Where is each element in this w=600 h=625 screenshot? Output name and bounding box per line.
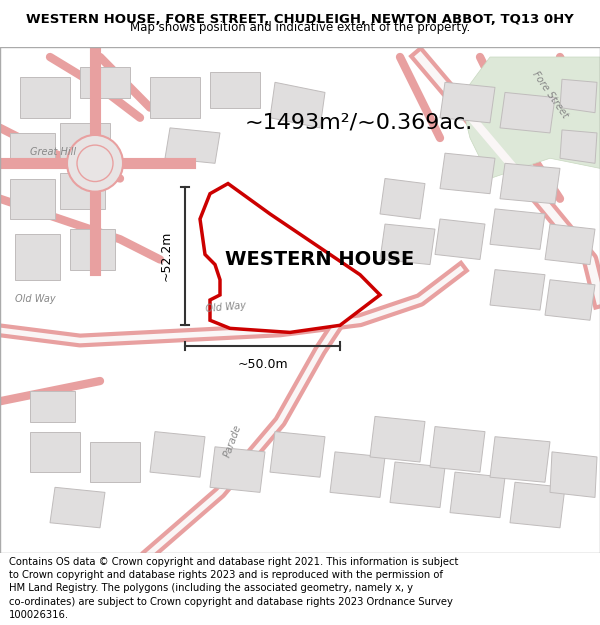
Text: Map shows position and indicative extent of the property.: Map shows position and indicative extent… — [130, 21, 470, 34]
Polygon shape — [165, 128, 220, 163]
Polygon shape — [200, 184, 380, 332]
Polygon shape — [30, 391, 75, 421]
Text: Old Way: Old Way — [15, 294, 56, 304]
Polygon shape — [500, 163, 560, 204]
Text: ~1493m²/~0.369ac.: ~1493m²/~0.369ac. — [245, 112, 473, 132]
Polygon shape — [10, 133, 55, 168]
Polygon shape — [15, 234, 60, 280]
Polygon shape — [510, 482, 565, 528]
Text: WESTERN HOUSE: WESTERN HOUSE — [226, 250, 415, 269]
Text: co-ordinates) are subject to Crown copyright and database rights 2023 Ordnance S: co-ordinates) are subject to Crown copyr… — [9, 597, 453, 607]
Polygon shape — [10, 179, 55, 219]
Text: Great Hill: Great Hill — [30, 148, 76, 158]
Text: Parade: Parade — [222, 424, 243, 459]
Polygon shape — [270, 82, 325, 128]
Polygon shape — [60, 173, 105, 209]
Polygon shape — [430, 426, 485, 472]
Polygon shape — [545, 280, 595, 320]
Text: Fore Street: Fore Street — [530, 69, 569, 120]
Text: ~50.0m: ~50.0m — [237, 357, 288, 371]
Polygon shape — [270, 432, 325, 478]
Polygon shape — [50, 488, 105, 528]
Polygon shape — [390, 462, 445, 508]
Polygon shape — [30, 432, 80, 472]
Text: Contains OS data © Crown copyright and database right 2021. This information is : Contains OS data © Crown copyright and d… — [9, 557, 458, 567]
Polygon shape — [70, 229, 115, 269]
Polygon shape — [440, 153, 495, 194]
Text: 100026316.: 100026316. — [9, 610, 69, 620]
Polygon shape — [545, 224, 595, 264]
Polygon shape — [80, 67, 130, 98]
Polygon shape — [210, 72, 260, 107]
Polygon shape — [435, 219, 485, 259]
Polygon shape — [440, 82, 495, 122]
Polygon shape — [500, 92, 555, 133]
Text: HM Land Registry. The polygons (including the associated geometry, namely x, y: HM Land Registry. The polygons (includin… — [9, 583, 413, 593]
Polygon shape — [450, 472, 505, 518]
Polygon shape — [490, 437, 550, 483]
Polygon shape — [550, 452, 597, 498]
Circle shape — [77, 145, 113, 181]
Polygon shape — [150, 432, 205, 478]
Text: Old Way: Old Way — [205, 301, 247, 314]
Polygon shape — [210, 447, 265, 493]
Polygon shape — [330, 452, 385, 498]
Polygon shape — [20, 78, 70, 118]
Text: ~52.2m: ~52.2m — [160, 231, 173, 281]
Polygon shape — [90, 442, 140, 483]
Polygon shape — [380, 179, 425, 219]
Text: WESTERN HOUSE, FORE STREET, CHUDLEIGH, NEWTON ABBOT, TQ13 0HY: WESTERN HOUSE, FORE STREET, CHUDLEIGH, N… — [26, 13, 574, 26]
Polygon shape — [460, 57, 600, 179]
Polygon shape — [560, 79, 597, 112]
Polygon shape — [150, 78, 200, 118]
Polygon shape — [490, 269, 545, 310]
Polygon shape — [490, 209, 545, 249]
Text: to Crown copyright and database rights 2023 and is reproduced with the permissio: to Crown copyright and database rights 2… — [9, 570, 443, 580]
Polygon shape — [560, 130, 597, 163]
Circle shape — [67, 135, 123, 192]
Polygon shape — [60, 122, 110, 158]
Polygon shape — [370, 416, 425, 462]
Polygon shape — [380, 224, 435, 264]
